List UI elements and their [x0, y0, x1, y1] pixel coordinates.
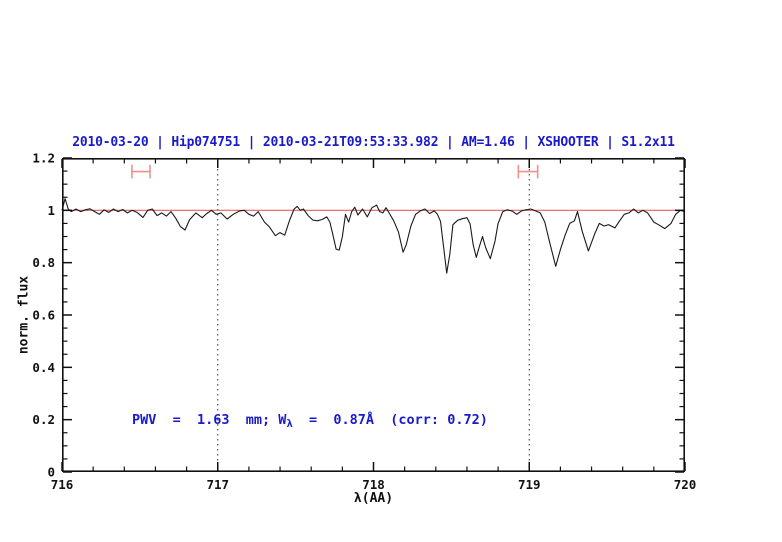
plot-frame [62, 158, 686, 472]
x-axis-label: λ(AA) [353, 491, 394, 506]
plot-title: 2010-03-20 | Hip074751 | 2010-03-21T09:5… [72, 135, 675, 150]
y-tick-label: 1 [47, 203, 55, 218]
x-tick-label: 716 [51, 477, 74, 492]
x-tick-label: 719 [518, 477, 541, 492]
x-tick-label: 718 [362, 477, 385, 492]
y-tick-label: 1.2 [32, 151, 55, 166]
pwv-annotation-prefix: PWV = 1.63 mm; W [132, 412, 287, 428]
pwv-annotation-subscript: λ [286, 418, 293, 430]
y-tick-label: 0.6 [32, 308, 55, 323]
y-tick-label: 0.8 [32, 255, 55, 270]
pwv-annotation-suffix: = 0.87Å (corr: 0.72) [292, 412, 488, 428]
y-tick-label: 0 [47, 465, 55, 480]
spectrum-line [61, 198, 686, 274]
y-axis-label: norm. flux [16, 275, 32, 355]
x-tick-label: 717 [206, 477, 229, 492]
y-tick-label: 0.4 [32, 360, 55, 375]
y-tick-label: 0.2 [32, 412, 55, 427]
x-tick-label: 720 [674, 477, 697, 492]
pwv-annotation: PWV = 1.63 mm; Wλ = 0.87Å (corr: 0.72) [132, 412, 488, 430]
